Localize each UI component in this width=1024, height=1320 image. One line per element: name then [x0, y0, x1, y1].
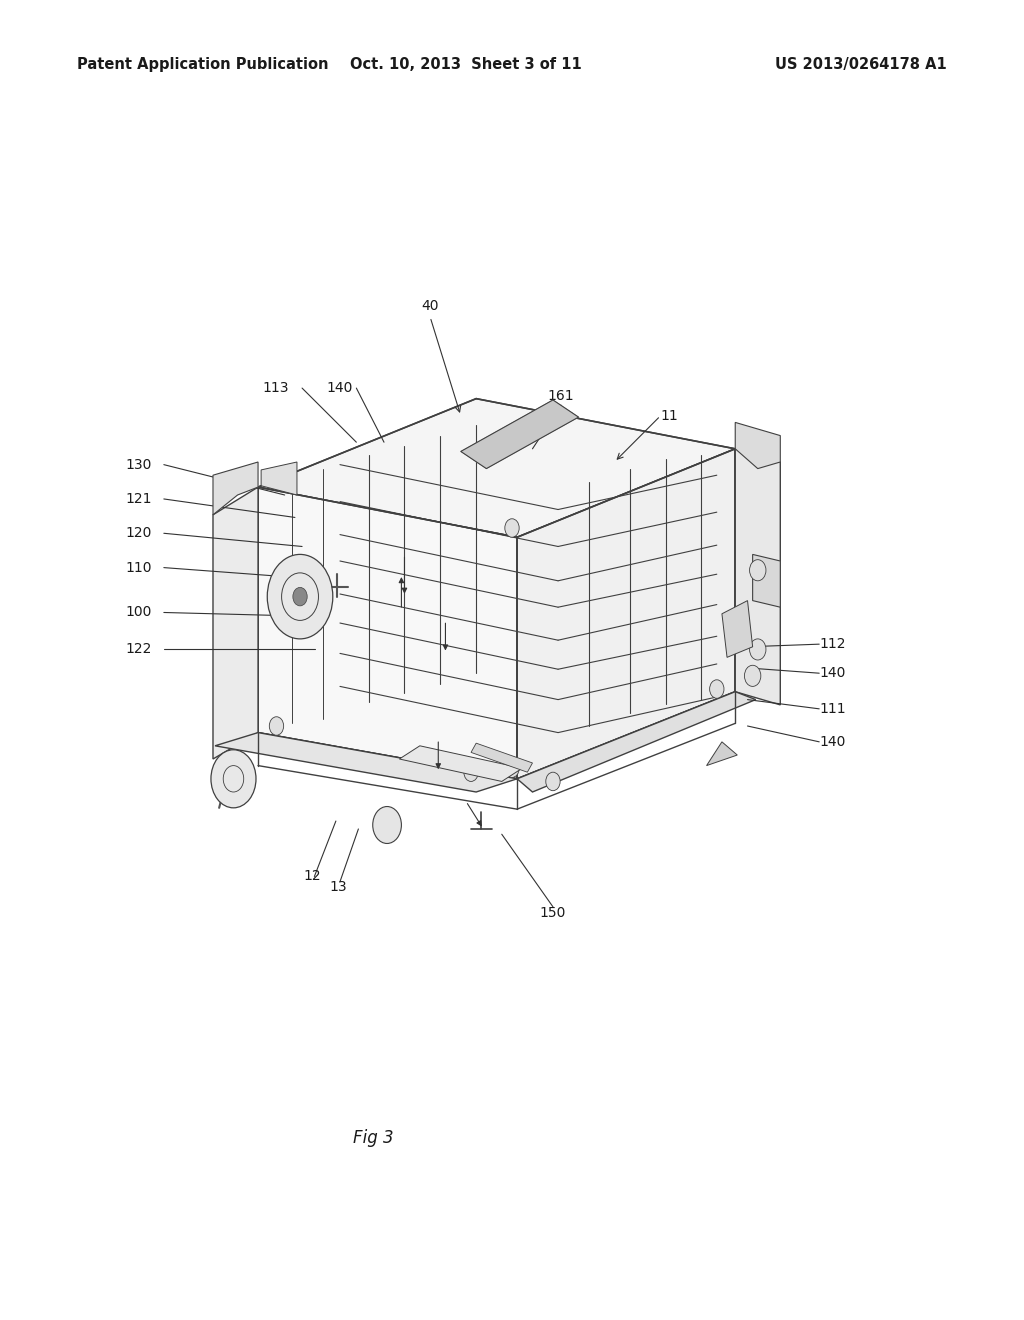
Circle shape	[267, 554, 333, 639]
Text: 122: 122	[125, 643, 152, 656]
Circle shape	[211, 750, 256, 808]
Polygon shape	[261, 462, 297, 495]
Circle shape	[373, 807, 401, 843]
Text: 130: 130	[125, 458, 152, 471]
Text: US 2013/0264178 A1: US 2013/0264178 A1	[775, 57, 947, 73]
Text: 110: 110	[125, 561, 152, 574]
Circle shape	[505, 519, 519, 537]
Circle shape	[744, 665, 761, 686]
Polygon shape	[399, 746, 522, 781]
Polygon shape	[517, 692, 756, 792]
Text: 140: 140	[327, 381, 353, 395]
Circle shape	[505, 759, 519, 777]
Text: 121: 121	[125, 492, 152, 506]
Polygon shape	[213, 462, 258, 515]
Text: 140: 140	[819, 735, 846, 748]
Text: 12: 12	[303, 870, 322, 883]
Polygon shape	[735, 449, 780, 705]
Text: 150: 150	[540, 907, 566, 920]
Polygon shape	[735, 422, 780, 469]
Text: 100: 100	[125, 606, 152, 619]
Polygon shape	[258, 399, 735, 537]
Text: 140: 140	[819, 667, 846, 680]
Polygon shape	[517, 449, 735, 779]
Text: Patent Application Publication: Patent Application Publication	[77, 57, 329, 73]
Polygon shape	[461, 400, 579, 469]
Text: Fig 3: Fig 3	[353, 1129, 394, 1147]
Circle shape	[546, 772, 560, 791]
Text: 112: 112	[819, 638, 846, 651]
Circle shape	[710, 680, 724, 698]
Polygon shape	[215, 733, 517, 792]
Polygon shape	[213, 487, 258, 759]
Polygon shape	[471, 743, 532, 772]
Circle shape	[750, 560, 766, 581]
Circle shape	[750, 639, 766, 660]
Text: 161: 161	[548, 389, 574, 403]
Circle shape	[269, 469, 284, 487]
Text: 11: 11	[660, 409, 678, 422]
Polygon shape	[258, 487, 517, 779]
Circle shape	[269, 717, 284, 735]
Text: 120: 120	[125, 527, 152, 540]
Circle shape	[464, 763, 478, 781]
Text: 113: 113	[262, 381, 289, 395]
Text: 40: 40	[421, 300, 439, 313]
Text: 13: 13	[329, 880, 347, 894]
Circle shape	[293, 587, 307, 606]
Text: Oct. 10, 2013  Sheet 3 of 11: Oct. 10, 2013 Sheet 3 of 11	[350, 57, 582, 73]
Polygon shape	[707, 742, 737, 766]
Polygon shape	[753, 554, 780, 607]
Text: 111: 111	[819, 702, 846, 715]
Polygon shape	[722, 601, 753, 657]
